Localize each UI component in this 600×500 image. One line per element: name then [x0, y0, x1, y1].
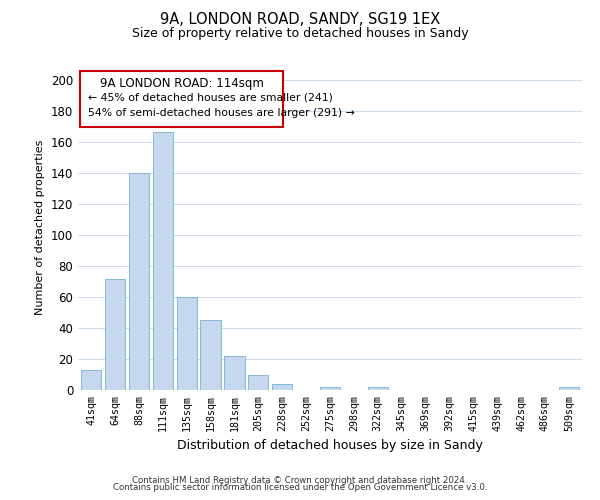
- Text: Size of property relative to detached houses in Sandy: Size of property relative to detached ho…: [131, 28, 469, 40]
- Text: 9A, LONDON ROAD, SANDY, SG19 1EX: 9A, LONDON ROAD, SANDY, SG19 1EX: [160, 12, 440, 28]
- Bar: [105, 278, 125, 390]
- Bar: [152, 132, 173, 390]
- Bar: [129, 174, 149, 390]
- Text: Contains HM Land Registry data © Crown copyright and database right 2024.: Contains HM Land Registry data © Crown c…: [132, 476, 468, 485]
- X-axis label: Distribution of detached houses by size in Sandy: Distribution of detached houses by size …: [177, 439, 483, 452]
- Bar: [248, 374, 268, 390]
- Bar: [320, 387, 340, 390]
- Text: ← 45% of detached houses are smaller (241): ← 45% of detached houses are smaller (24…: [88, 93, 332, 103]
- Text: Contains public sector information licensed under the Open Government Licence v3: Contains public sector information licen…: [113, 484, 487, 492]
- Bar: [272, 384, 292, 390]
- Y-axis label: Number of detached properties: Number of detached properties: [35, 140, 45, 315]
- Bar: [368, 387, 388, 390]
- Bar: [200, 320, 221, 390]
- Text: 54% of semi-detached houses are larger (291) →: 54% of semi-detached houses are larger (…: [88, 108, 355, 118]
- Bar: [81, 370, 101, 390]
- Text: 9A LONDON ROAD: 114sqm: 9A LONDON ROAD: 114sqm: [100, 78, 264, 90]
- Bar: [176, 297, 197, 390]
- Bar: [224, 356, 245, 390]
- Bar: [559, 387, 579, 390]
- FancyBboxPatch shape: [80, 71, 283, 127]
